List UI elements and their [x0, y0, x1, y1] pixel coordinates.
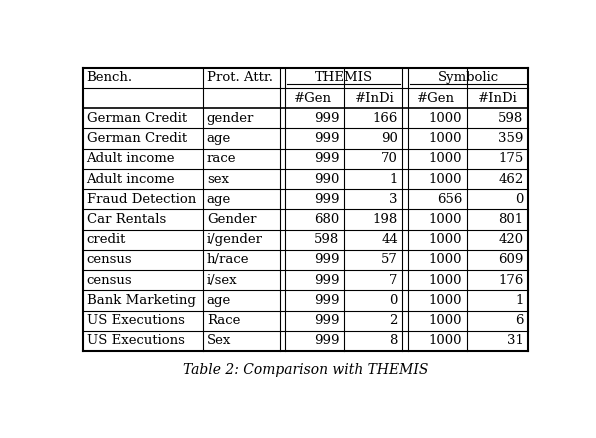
- Text: 999: 999: [313, 193, 339, 206]
- Text: age: age: [207, 294, 231, 307]
- Text: 166: 166: [372, 112, 398, 125]
- Text: 420: 420: [498, 233, 523, 246]
- Text: 999: 999: [313, 132, 339, 145]
- Text: Gender: Gender: [207, 213, 256, 226]
- Text: 0: 0: [515, 193, 523, 206]
- Text: 359: 359: [498, 132, 523, 145]
- Text: 999: 999: [313, 335, 339, 347]
- Text: Prot. Attr.: Prot. Attr.: [207, 71, 273, 85]
- Text: race: race: [207, 152, 236, 165]
- Text: 999: 999: [313, 112, 339, 125]
- Text: 598: 598: [314, 233, 339, 246]
- Text: Sex: Sex: [207, 335, 231, 347]
- Text: 990: 990: [314, 173, 339, 186]
- Text: 1000: 1000: [429, 335, 462, 347]
- Text: sex: sex: [207, 173, 229, 186]
- Text: THEMIS: THEMIS: [315, 71, 373, 85]
- Text: Bench.: Bench.: [86, 71, 133, 85]
- Text: 3: 3: [389, 193, 398, 206]
- Text: #Gen: #Gen: [417, 92, 455, 105]
- Text: 999: 999: [313, 254, 339, 266]
- Text: gender: gender: [207, 112, 254, 125]
- Text: h/race: h/race: [207, 254, 249, 266]
- Text: 1000: 1000: [429, 314, 462, 327]
- Text: census: census: [86, 254, 132, 266]
- Text: Table 2: Comparison with THEMIS: Table 2: Comparison with THEMIS: [183, 364, 428, 378]
- Text: age: age: [207, 132, 231, 145]
- Text: US Executions: US Executions: [86, 314, 184, 327]
- Text: age: age: [207, 193, 231, 206]
- Text: US Executions: US Executions: [86, 335, 184, 347]
- Text: Bank Marketing: Bank Marketing: [86, 294, 195, 307]
- Text: 1000: 1000: [429, 173, 462, 186]
- Text: 7: 7: [389, 274, 398, 287]
- Text: Race: Race: [207, 314, 240, 327]
- Text: German Credit: German Credit: [86, 132, 187, 145]
- Text: 999: 999: [313, 314, 339, 327]
- Text: 198: 198: [372, 213, 398, 226]
- Text: credit: credit: [86, 233, 126, 246]
- Text: 90: 90: [381, 132, 398, 145]
- Text: 1000: 1000: [429, 294, 462, 307]
- Text: 44: 44: [381, 233, 398, 246]
- Text: 999: 999: [313, 152, 339, 165]
- Text: 999: 999: [313, 274, 339, 287]
- Text: #InDi: #InDi: [355, 92, 395, 105]
- Text: 57: 57: [381, 254, 398, 266]
- Text: German Credit: German Credit: [86, 112, 187, 125]
- Text: i/gender: i/gender: [207, 233, 263, 246]
- Text: 1000: 1000: [429, 152, 462, 165]
- Text: Adult income: Adult income: [86, 173, 175, 186]
- Text: 176: 176: [498, 274, 523, 287]
- Text: 598: 598: [498, 112, 523, 125]
- Text: 175: 175: [498, 152, 523, 165]
- Text: census: census: [86, 274, 132, 287]
- Text: Fraud Detection: Fraud Detection: [86, 193, 195, 206]
- Text: 1000: 1000: [429, 254, 462, 266]
- Text: 801: 801: [498, 213, 523, 226]
- Text: 1: 1: [390, 173, 398, 186]
- Text: Symbolic: Symbolic: [437, 71, 499, 85]
- Text: 1: 1: [515, 294, 523, 307]
- Text: Adult income: Adult income: [86, 152, 175, 165]
- Text: 1000: 1000: [429, 213, 462, 226]
- Text: 6: 6: [515, 314, 523, 327]
- Text: 31: 31: [507, 335, 523, 347]
- Text: 8: 8: [390, 335, 398, 347]
- Text: 609: 609: [498, 254, 523, 266]
- Text: 1000: 1000: [429, 233, 462, 246]
- Text: #Gen: #Gen: [294, 92, 332, 105]
- Text: 1000: 1000: [429, 112, 462, 125]
- Text: 656: 656: [437, 193, 462, 206]
- Text: 1000: 1000: [429, 132, 462, 145]
- Text: 1000: 1000: [429, 274, 462, 287]
- Text: 999: 999: [313, 294, 339, 307]
- Text: #InDi: #InDi: [477, 92, 517, 105]
- Text: i/sex: i/sex: [207, 274, 237, 287]
- Text: 462: 462: [498, 173, 523, 186]
- Text: 70: 70: [381, 152, 398, 165]
- Text: 680: 680: [314, 213, 339, 226]
- Text: 0: 0: [390, 294, 398, 307]
- Text: 2: 2: [390, 314, 398, 327]
- Text: Car Rentals: Car Rentals: [86, 213, 166, 226]
